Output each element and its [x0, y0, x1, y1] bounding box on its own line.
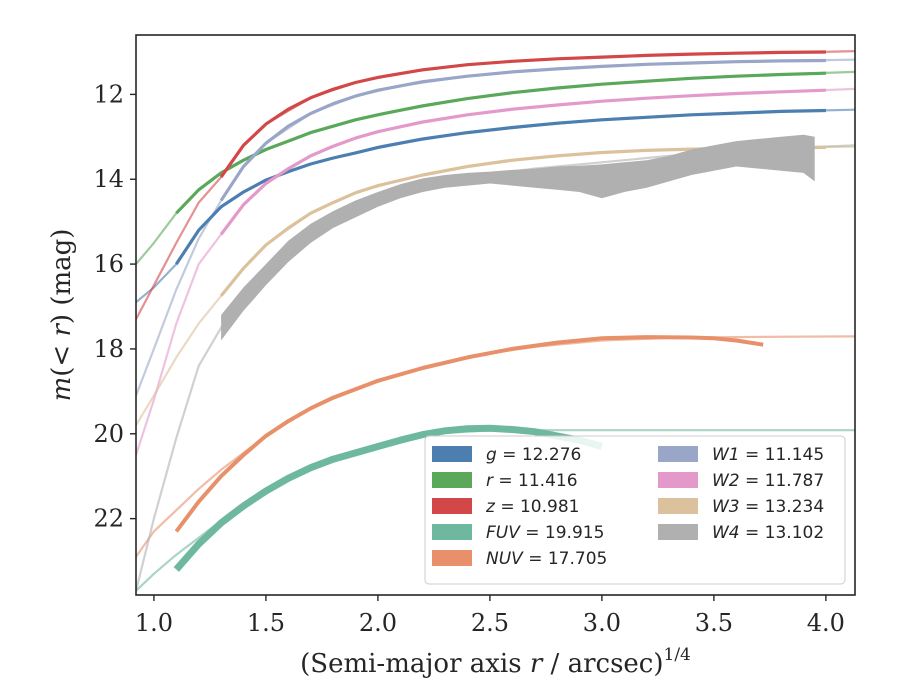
- x-tick-label: 3.5: [695, 609, 733, 637]
- legend-label-nuv: NUV = 17.705: [486, 549, 607, 569]
- legend-swatch-w2: [658, 472, 698, 488]
- x-tick-label: 3.0: [583, 609, 621, 637]
- x-tick-label: 4.0: [807, 609, 845, 637]
- legend-swatch-w1: [658, 446, 698, 462]
- legend-swatch-nuv: [432, 550, 472, 566]
- legend-box: [424, 435, 846, 585]
- legend: g = 12.276 r = 11.416 z = 10.981 FUV = 19.9…: [424, 435, 846, 585]
- data-band-w4: [221, 134, 815, 341]
- data-line-z: [219, 50, 826, 179]
- y-axis-label: m(< r) (mag): [47, 229, 77, 402]
- legend-swatch-fuv: [432, 524, 472, 540]
- legend-swatch-g: [432, 446, 472, 462]
- model-line-z: [136, 50, 855, 320]
- legend-label-w1: W1 = 11.145: [712, 445, 824, 465]
- y-tick-label: 22: [93, 505, 124, 533]
- data-line-r: [175, 71, 826, 215]
- legend-label-r: r = 11.416: [486, 471, 578, 491]
- data-line-w1: [219, 58, 826, 202]
- legend-label-fuv: FUV = 19.915: [486, 523, 604, 543]
- legend-swatch-z: [432, 498, 472, 514]
- y-axis: 12 14 16 18 20 22: [93, 80, 136, 533]
- y-tick-label: 12: [93, 80, 124, 108]
- x-tick-label: 1.5: [247, 609, 285, 637]
- x-axis-label: (Semi-major axis r / arcsec)1/4: [300, 645, 691, 679]
- y-tick-label: 16: [93, 250, 124, 278]
- x-tick-label: 2.0: [359, 609, 397, 637]
- legend-label-w2: W2 = 11.787: [712, 471, 824, 491]
- legend-swatch-w3: [658, 498, 698, 514]
- data-line-g: [174, 108, 826, 265]
- y-tick-label: 18: [93, 335, 124, 363]
- x-tick-label: 2.5: [471, 609, 509, 637]
- data-line-nuv: [174, 335, 764, 533]
- y-tick-label: 14: [93, 165, 124, 193]
- plot-curves: [136, 50, 855, 592]
- legend-label-w3: W3 = 13.234: [712, 497, 824, 517]
- x-tick-label: 1.0: [135, 609, 173, 637]
- model-line-w3: [136, 145, 855, 426]
- legend-swatch-w4: [658, 524, 698, 540]
- legend-label-g: g = 12.276: [486, 445, 581, 465]
- plot-frame: [135, 34, 856, 596]
- y-tick-label: 20: [93, 420, 124, 448]
- legend-swatch-r: [432, 472, 472, 488]
- legend-label-z: z = 10.981: [485, 497, 579, 517]
- x-axis: 1.0 1.5 2.0 2.5 3.0 3.5 4.0: [135, 595, 845, 637]
- data-line-fuv: [173, 424, 603, 572]
- legend-label-w4: W4 = 13.102: [712, 523, 824, 543]
- data-line-w2: [219, 88, 826, 236]
